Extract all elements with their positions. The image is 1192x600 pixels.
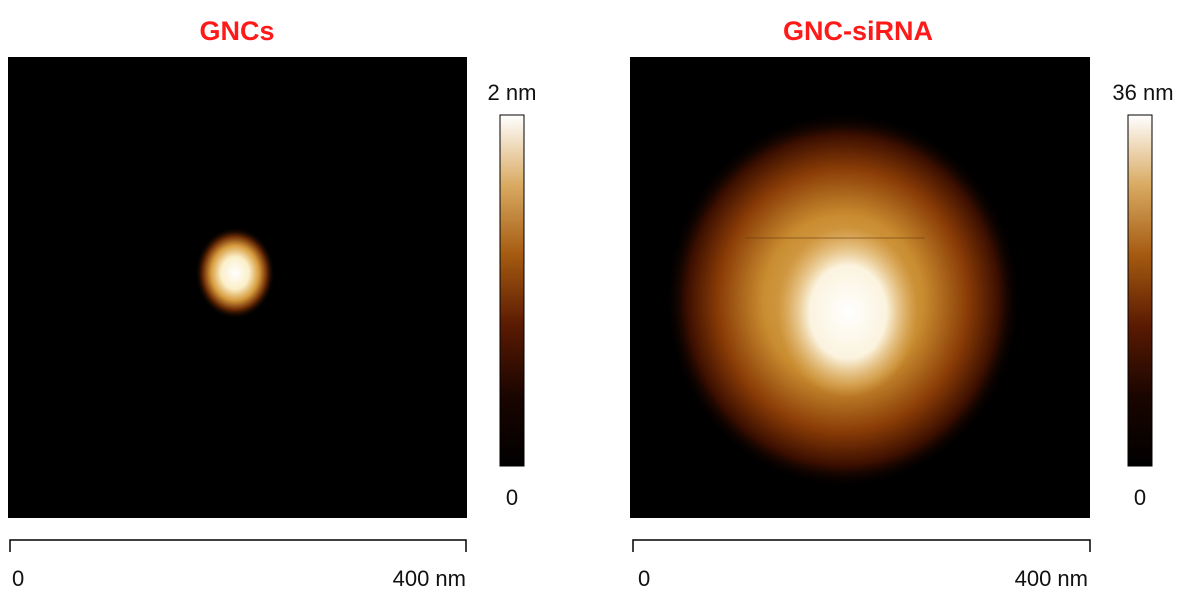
scale-bar [632,539,1091,552]
particle-core [778,227,918,397]
scale-bar-end-label: 400 nm [1015,566,1088,591]
scale-bar-start-label: 0 [12,566,24,591]
colorbar [499,114,525,467]
colorbar-min-label: 0 [506,485,518,510]
particle [195,227,275,319]
panel: GNCs 2 nm 0 0 400 nm [8,16,536,591]
panel-title: GNC-siRNA [783,16,933,46]
panel: GNC-siRNA 36 nm 0 0 400 nm [630,16,1174,591]
colorbar-max-label: 36 nm [1112,80,1173,105]
colorbar-min-label: 0 [1134,485,1146,510]
scale-bar [9,539,467,552]
colorbar-max-label: 2 nm [488,80,537,105]
panel-title: GNCs [199,16,274,46]
scale-bar-end-label: 400 nm [393,566,466,591]
colorbar [1127,114,1153,467]
scale-bar-start-label: 0 [638,566,650,591]
